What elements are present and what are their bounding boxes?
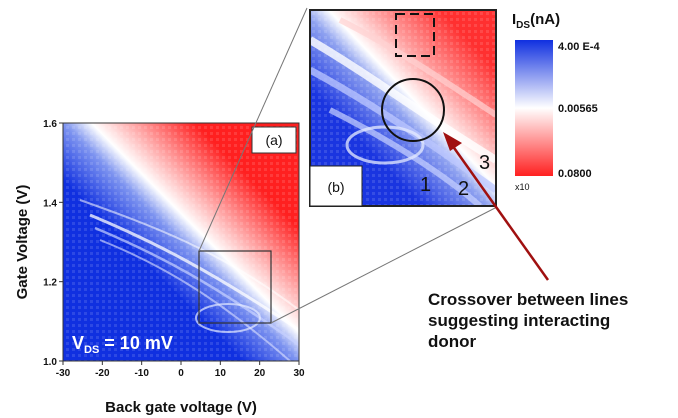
y-axis-label: Gate Voltage (V) [14,185,31,300]
inset-transition-line [310,36,496,164]
line-label-1: 1 [420,174,431,196]
colorbar-multiplier: x10 [515,182,530,192]
y-axis: 1.0 1.2 1.4 1.6 [43,119,63,368]
colorbar-gradient [515,40,553,176]
zoom-connector-line [270,206,498,324]
colorbar-tick-top: 4.00 E-4 [558,41,600,53]
x-tick-label: 0 [178,368,184,379]
x-tick-label: -10 [134,368,149,379]
x-axis-label: Back gate voltage (V) [105,399,257,416]
main-transition-line [89,213,299,332]
x-tick-label: 20 [254,368,266,379]
inset-transition-line [310,66,496,193]
main-heatmap [62,122,300,362]
x-tick-label: -20 [95,368,110,379]
zoom-region-box [198,250,272,324]
y-tick-label: 1.2 [43,278,57,289]
y-tick-label: 1.4 [43,198,57,209]
y-tick-label: 1.6 [43,119,57,130]
zoom-connector-line [198,7,308,252]
arrow-head-icon [443,132,462,151]
inset-transition-line [338,17,496,118]
main-oval-feature [195,303,261,333]
x-axis: -30 -20 -10 0 10 20 30 [56,361,305,379]
x-tick-label: -30 [56,368,71,379]
x-tick-label: 10 [215,368,227,379]
vds-subscript: DS [84,344,99,356]
colorbar-tick-bottom: 0.0800 [558,168,592,180]
main-transition-line [99,239,291,361]
vds-annotation: VDS = 10 mV [72,333,173,356]
colorbar-title: IDS(nA) [512,11,560,31]
colorbar-tick-mid: 0.00565 [558,103,598,115]
panel-b-label-box [309,165,363,207]
colorbar: IDS(nA) 4.00 E-4 0.00565 0.0800 x10 [512,11,600,192]
main-transition-line [79,199,299,311]
inset-oval-feature [345,125,425,165]
inset-dashed-box [395,13,435,57]
main-transition-line [94,226,299,347]
line-label-3: 3 [479,152,490,174]
crossover-circle [381,78,445,142]
inset-heatmap: (b) 1 2 3 [309,9,497,207]
panel-a-label: (a) [265,132,282,148]
callout-text: Crossover between lines suggesting inter… [428,290,633,351]
x-tick-label: 30 [293,368,305,379]
callout-arrow [443,132,550,281]
panel-a-label-box: (a) [251,126,297,154]
y-tick-label: 1.0 [43,357,57,368]
panel-b-label: (b) [327,179,344,195]
line-label-2: 2 [458,178,469,200]
